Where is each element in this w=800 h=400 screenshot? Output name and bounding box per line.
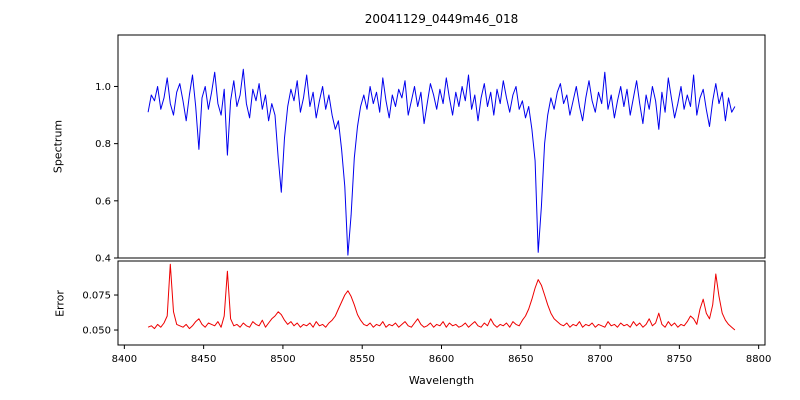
- x-tick-label: 8500: [270, 354, 295, 365]
- error-axes-frame: [117, 260, 766, 346]
- y-tick-label: 0.6: [95, 196, 111, 207]
- y-tick-label: 0.4: [95, 254, 111, 265]
- spectrum-line: [147, 68, 736, 256]
- x-tick-label: 8550: [349, 354, 374, 365]
- x-tick-label: 8750: [667, 354, 692, 365]
- x-tick-label: 8700: [587, 354, 612, 365]
- chart-title: 20041129_0449m46_018: [364, 12, 519, 26]
- x-tick-label: 8800: [746, 354, 771, 365]
- x-axis-label: Wavelength: [408, 374, 475, 387]
- y-tick-label: 1.0: [95, 82, 111, 93]
- spectrum-axes-frame: [117, 34, 766, 259]
- x-tick-label: 8600: [429, 354, 454, 365]
- spectrum-y-axis-label: Spectrum: [51, 119, 65, 174]
- y-tick-label: 0.050: [82, 326, 111, 337]
- x-tick-label: 8650: [508, 354, 533, 365]
- error-y-axis-label: Error: [53, 290, 67, 317]
- y-tick-label: 0.075: [82, 291, 111, 302]
- error-line: [147, 263, 736, 331]
- y-tick-label: 0.8: [95, 139, 111, 150]
- x-tick-label: 8400: [112, 354, 137, 365]
- x-tick-label: 8450: [191, 354, 216, 365]
